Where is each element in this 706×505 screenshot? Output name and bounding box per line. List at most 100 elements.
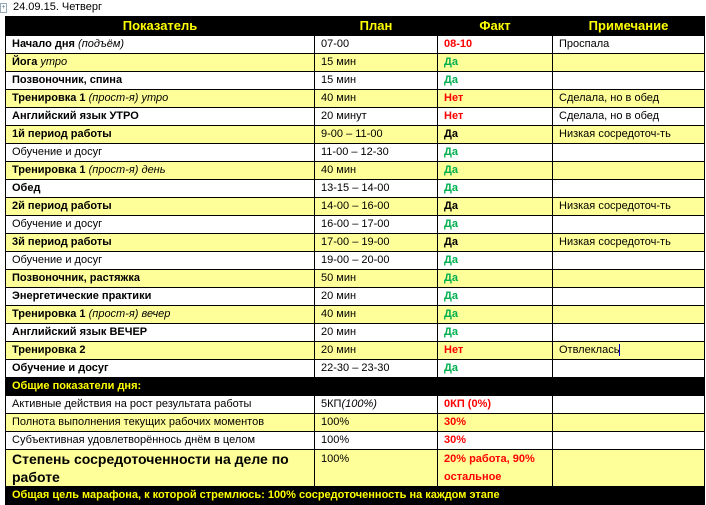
fact-cell[interactable]: Да [437, 197, 553, 216]
indicator-cell[interactable]: 3й период работы [5, 233, 315, 252]
note-cell[interactable] [552, 359, 705, 378]
note-cell[interactable]: Отвлеклась [552, 341, 705, 360]
fact-cell[interactable]: Да [437, 269, 553, 288]
note-cell[interactable]: Проспала [552, 35, 705, 54]
indicator-cell[interactable]: 1й период работы [5, 125, 315, 144]
fact-cell[interactable]: Да [437, 233, 553, 252]
note-cell[interactable]: Сделала, но в обед [552, 107, 705, 126]
plan-cell[interactable]: 11-00 – 12-30 [314, 143, 438, 162]
plan-cell[interactable]: 14-00 – 16-00 [314, 197, 438, 216]
fact-cell[interactable]: Да [437, 287, 553, 306]
focus-label[interactable]: Степень сосредоточенности на деле по раб… [5, 449, 315, 487]
fact-cell[interactable]: Да [437, 359, 553, 378]
note-cell[interactable] [552, 53, 705, 72]
fact-cell[interactable]: Нет [437, 89, 553, 108]
indicator-cell[interactable]: Тренировка 1 (прост-я) день [5, 161, 315, 180]
summary-note[interactable] [552, 395, 705, 414]
fact-cell[interactable]: Да [437, 323, 553, 342]
fact-cell[interactable]: Да [437, 71, 553, 90]
plan-cell[interactable]: 20 мин [314, 287, 438, 306]
indicator-note: утро [40, 56, 68, 68]
fact-cell[interactable]: Да [437, 179, 553, 198]
header-indicator: Показатель [5, 16, 315, 36]
note-cell[interactable]: Низкая сосредоточ-ть [552, 233, 705, 252]
summary-plan[interactable]: 100% [314, 413, 438, 432]
indicator-cell[interactable]: Йога утро [5, 53, 315, 72]
focus-fact[interactable]: 20% работа, 90% остальное [437, 449, 553, 487]
summary-note[interactable] [552, 413, 705, 432]
focus-note[interactable] [552, 449, 705, 487]
fact-cell[interactable]: Да [437, 305, 553, 324]
plan-cell[interactable]: 15 мин [314, 53, 438, 72]
note-cell[interactable] [552, 71, 705, 90]
plan-cell[interactable]: 20 минут [314, 107, 438, 126]
focus-plan[interactable]: 100% [314, 449, 438, 487]
plan-cell[interactable]: 15 мин [314, 71, 438, 90]
indicator-label: Английский язык ВЕЧЕР [12, 326, 148, 338]
indicator-cell[interactable]: Начало дня (подъём) [5, 35, 315, 54]
fact-cell[interactable]: Нет [437, 107, 553, 126]
note-cell[interactable] [552, 215, 705, 234]
plan-cell[interactable]: 50 мин [314, 269, 438, 288]
fact-cell[interactable]: 08-10 [437, 35, 553, 54]
plan-cell[interactable]: 16-00 – 17-00 [314, 215, 438, 234]
plan-cell[interactable]: 9-00 – 11-00 [314, 125, 438, 144]
note-cell[interactable] [552, 161, 705, 180]
plan-cell[interactable]: 20 мин [314, 323, 438, 342]
summary-label[interactable]: Активные действия на рост результата раб… [5, 395, 315, 414]
plan-cell[interactable]: 07-00 [314, 35, 438, 54]
table-row: Обучение и досуг 19-00 – 20-00 Да [5, 251, 705, 270]
indicator-cell[interactable]: Английский язык ВЕЧЕР [5, 323, 315, 342]
note-cell[interactable] [552, 179, 705, 198]
summary-fact[interactable]: 30% [437, 413, 553, 432]
plan-cell[interactable]: 40 мин [314, 161, 438, 180]
indicator-cell[interactable]: Обед [5, 179, 315, 198]
indicator-cell[interactable]: Обучение и досуг [5, 359, 315, 378]
indicator-cell[interactable]: Английский язык УТРО [5, 107, 315, 126]
plan-cell[interactable]: 40 мин [314, 89, 438, 108]
fact-cell[interactable]: Да [437, 125, 553, 144]
indicator-note: (прост-я) утро [88, 92, 169, 104]
note-cell[interactable] [552, 143, 705, 162]
summary-note[interactable] [552, 431, 705, 450]
plan-cell[interactable]: 17-00 – 19-00 [314, 233, 438, 252]
note-cell[interactable]: Низкая сосредоточ-ть [552, 125, 705, 144]
table-row: Тренировка 1 (прост-я) утро 40 мин Нет С… [5, 89, 705, 108]
fact-cell[interactable]: Нет [437, 341, 553, 360]
indicator-cell[interactable]: Обучение и досуг [5, 251, 315, 270]
fact-cell[interactable]: Да [437, 161, 553, 180]
plan-cell[interactable]: 19-00 – 20-00 [314, 251, 438, 270]
note-cell[interactable]: Сделала, но в обед [552, 89, 705, 108]
summary-label[interactable]: Полнота выполнения текущих рабочих момен… [5, 413, 315, 432]
indicator-cell[interactable]: Позвоночник, спина [5, 71, 315, 90]
indicator-cell[interactable]: Тренировка 1 (прост-я) утро [5, 89, 315, 108]
note-cell[interactable] [552, 287, 705, 306]
summary-label[interactable]: Субъективная удовлетворённось днём в цел… [5, 431, 315, 450]
indicator-cell[interactable]: Обучение и досуг [5, 143, 315, 162]
note-cell[interactable] [552, 305, 705, 324]
indicator-cell[interactable]: Энергетические практики [5, 287, 315, 306]
note-cell[interactable]: Низкая сосредоточ-ть [552, 197, 705, 216]
summary-fact[interactable]: 30% [437, 431, 553, 450]
table-move-handle[interactable]: + [0, 3, 7, 13]
indicator-cell[interactable]: Позвоночник, растяжка [5, 269, 315, 288]
fact-cell[interactable]: Да [437, 215, 553, 234]
plan-cell[interactable]: 40 мин [314, 305, 438, 324]
note-cell[interactable] [552, 269, 705, 288]
table-row: Английский язык ВЕЧЕР 20 мин Да [5, 323, 705, 342]
fact-cell[interactable]: Да [437, 143, 553, 162]
plan-cell[interactable]: 22-30 – 23-30 [314, 359, 438, 378]
fact-cell[interactable]: Да [437, 251, 553, 270]
plan-cell[interactable]: 20 мин [314, 341, 438, 360]
summary-plan[interactable]: 5КП(100%) [314, 395, 438, 414]
summary-fact[interactable]: 0КП (0%) [437, 395, 553, 414]
plan-cell[interactable]: 13-15 – 14-00 [314, 179, 438, 198]
indicator-cell[interactable]: Тренировка 1 (прост-я) вечер [5, 305, 315, 324]
fact-cell[interactable]: Да [437, 53, 553, 72]
indicator-cell[interactable]: Тренировка 2 [5, 341, 315, 360]
note-cell[interactable] [552, 323, 705, 342]
indicator-cell[interactable]: 2й период работы [5, 197, 315, 216]
summary-plan[interactable]: 100% [314, 431, 438, 450]
indicator-cell[interactable]: Обучение и досуг [5, 215, 315, 234]
note-cell[interactable] [552, 251, 705, 270]
